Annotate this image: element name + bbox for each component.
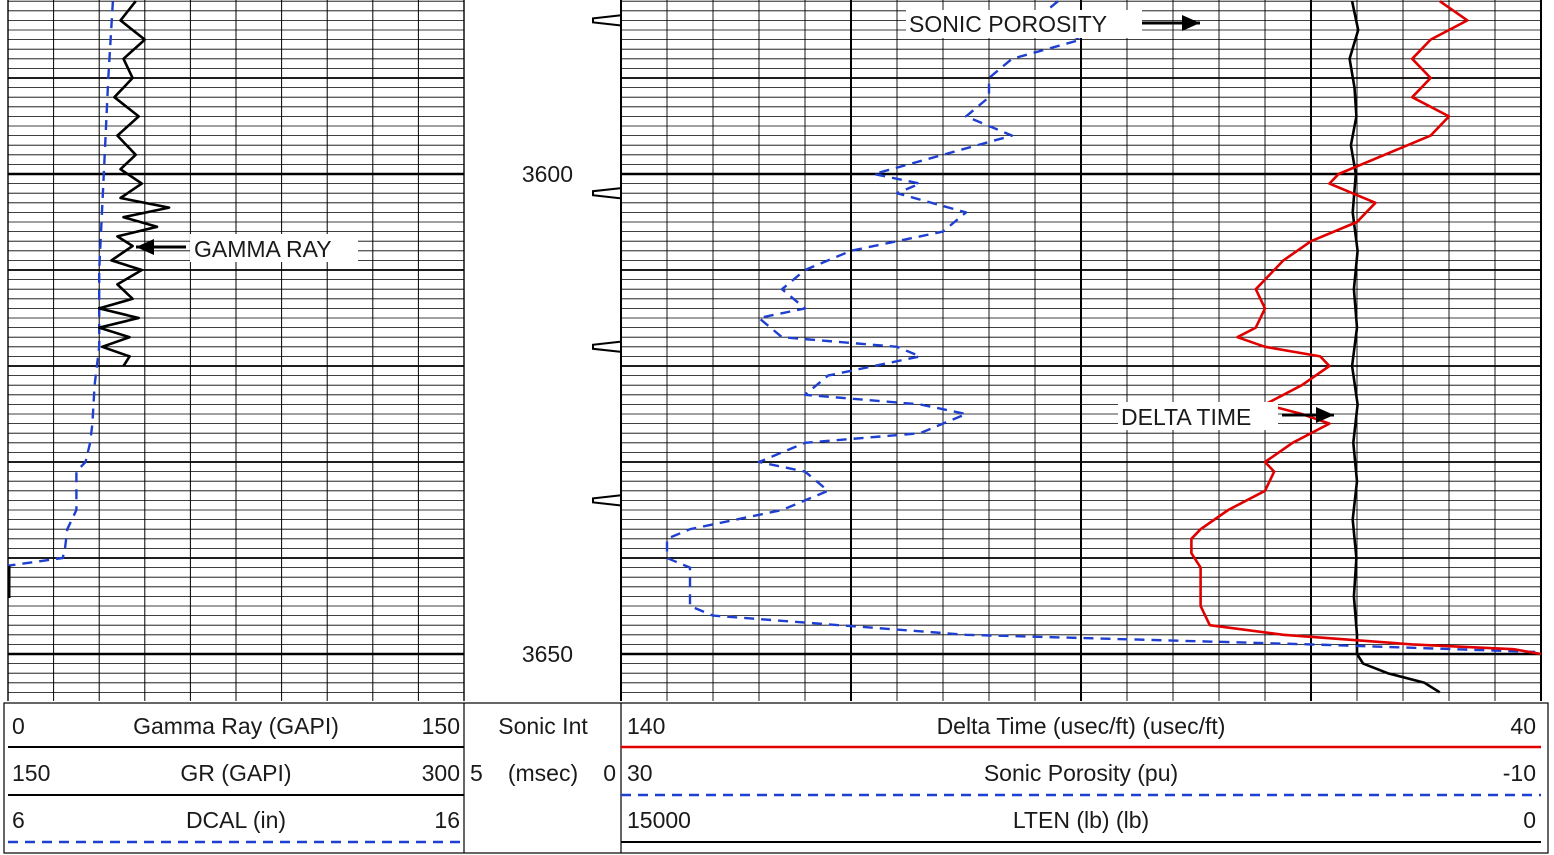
lten-title: LTEN (lb) (lb): [1013, 807, 1149, 833]
dcal-curve: [7, 1, 115, 567]
label-bg: [190, 234, 358, 262]
depth-track: 3600 3650: [522, 14, 621, 667]
depth-tick-marker: [592, 494, 621, 507]
sonic-int-title: Sonic Int: [498, 713, 588, 739]
delta-time-curve: [1190, 0, 1542, 656]
track2-grid: [620, 0, 1542, 701]
sonic-porosity-title: Sonic Porosity (pu): [984, 760, 1178, 786]
dcal-title: DCAL (in): [186, 807, 286, 833]
gamma-ray-left-scale: 0: [12, 713, 25, 739]
delta-time-right-scale: 40: [1510, 713, 1536, 739]
gamma-ray-right-scale: 150: [422, 713, 460, 739]
depth-label: 3650: [522, 641, 573, 667]
annotations: GAMMA RAY SONIC POROSITY DELTA TIME: [136, 10, 1334, 430]
sonic-porosity-left-scale: 30: [627, 760, 653, 786]
depth-tick-marker: [592, 340, 621, 353]
gr-left-scale: 150: [12, 760, 50, 786]
lten-curve: [1348, 0, 1441, 694]
sonic-int-left-scale: 5: [470, 760, 483, 786]
depth-tick-marker: [592, 187, 621, 200]
delta-time-left-scale: 140: [627, 713, 665, 739]
gamma-ray-curve: [97, 0, 171, 367]
delta-time-arrow-head: [1316, 407, 1334, 423]
sonic-porosity-curve: [665, 0, 1542, 654]
sonic-int-unit: (msec): [508, 760, 578, 786]
label-bg: [1118, 402, 1278, 430]
sonic-porosity-label: SONIC POROSITY: [909, 11, 1107, 37]
lten-right-scale: 0: [1523, 807, 1536, 833]
gamma-ray-title: Gamma Ray (GAPI): [133, 713, 339, 739]
dcal-left-scale: 6: [12, 807, 25, 833]
label-bg: [906, 10, 1142, 38]
sonic-int-right-scale: 0: [603, 760, 616, 786]
track1-curves: [7, 0, 171, 598]
track1-grid: [7, 0, 465, 701]
lten-left-scale: 15000: [627, 807, 691, 833]
gr-title: GR (GAPI): [180, 760, 291, 786]
delta-time-label: DELTA TIME: [1121, 404, 1251, 430]
header-frame: [3, 702, 1549, 854]
gamma-ray-label: GAMMA RAY: [194, 236, 332, 262]
depth-label: 3600: [522, 161, 573, 187]
track2-curves: [665, 0, 1542, 694]
gr-right-scale: 300: [422, 760, 460, 786]
delta-time-title: Delta Time (usec/ft) (usec/ft): [937, 713, 1226, 739]
sonic-porosity-arrow-head: [1182, 15, 1200, 31]
sonic-porosity-right-scale: -10: [1503, 760, 1536, 786]
gamma-ray-arrow-head: [136, 239, 154, 255]
dcal-right-scale: 16: [434, 807, 460, 833]
depth-tick-marker: [592, 14, 621, 27]
